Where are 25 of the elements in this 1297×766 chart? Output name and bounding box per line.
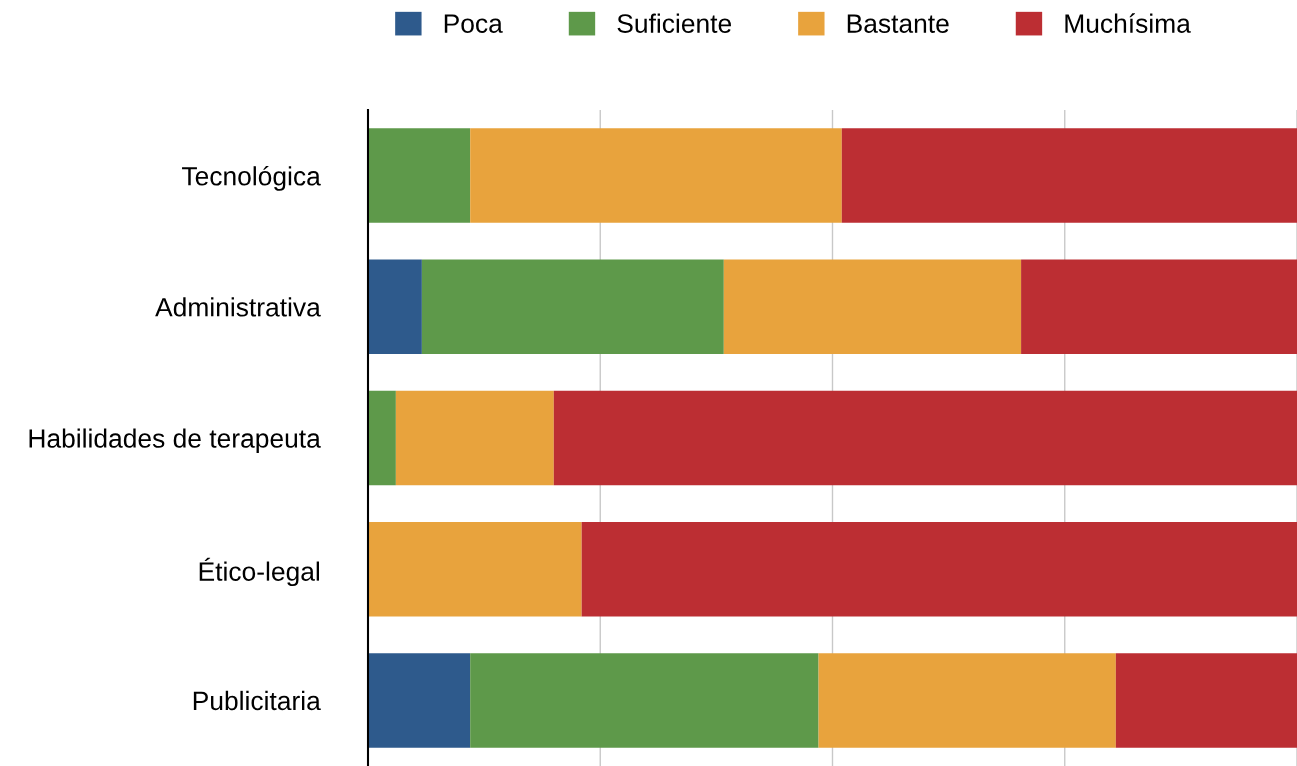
bar <box>470 128 842 223</box>
y-tick-label: Publicitaria <box>193 690 321 711</box>
bar <box>368 390 396 486</box>
y-tick-label: Ético-legal <box>199 557 320 587</box>
bar <box>368 521 582 617</box>
bar <box>368 653 471 748</box>
legend-label: Bastante <box>847 14 949 33</box>
bar <box>1115 653 1297 748</box>
bar <box>841 128 1297 223</box>
bar <box>1021 259 1297 355</box>
bar <box>470 653 819 748</box>
y-tick-label: Habilidades de terapeuta <box>29 428 321 454</box>
y-tick-label: Administrativa <box>155 297 321 317</box>
y-tick-label: Tecnológica <box>182 165 321 191</box>
legend-label: Suficiente <box>617 13 731 33</box>
bar <box>368 128 471 223</box>
bar <box>723 259 1022 355</box>
bar <box>553 390 1297 486</box>
legend-label: Poca <box>444 14 503 33</box>
bar <box>421 259 724 355</box>
bar <box>395 390 554 486</box>
bar <box>368 259 422 355</box>
bar <box>818 653 1116 748</box>
legend-label: Muchísima <box>1065 13 1191 33</box>
bar <box>581 521 1297 617</box>
